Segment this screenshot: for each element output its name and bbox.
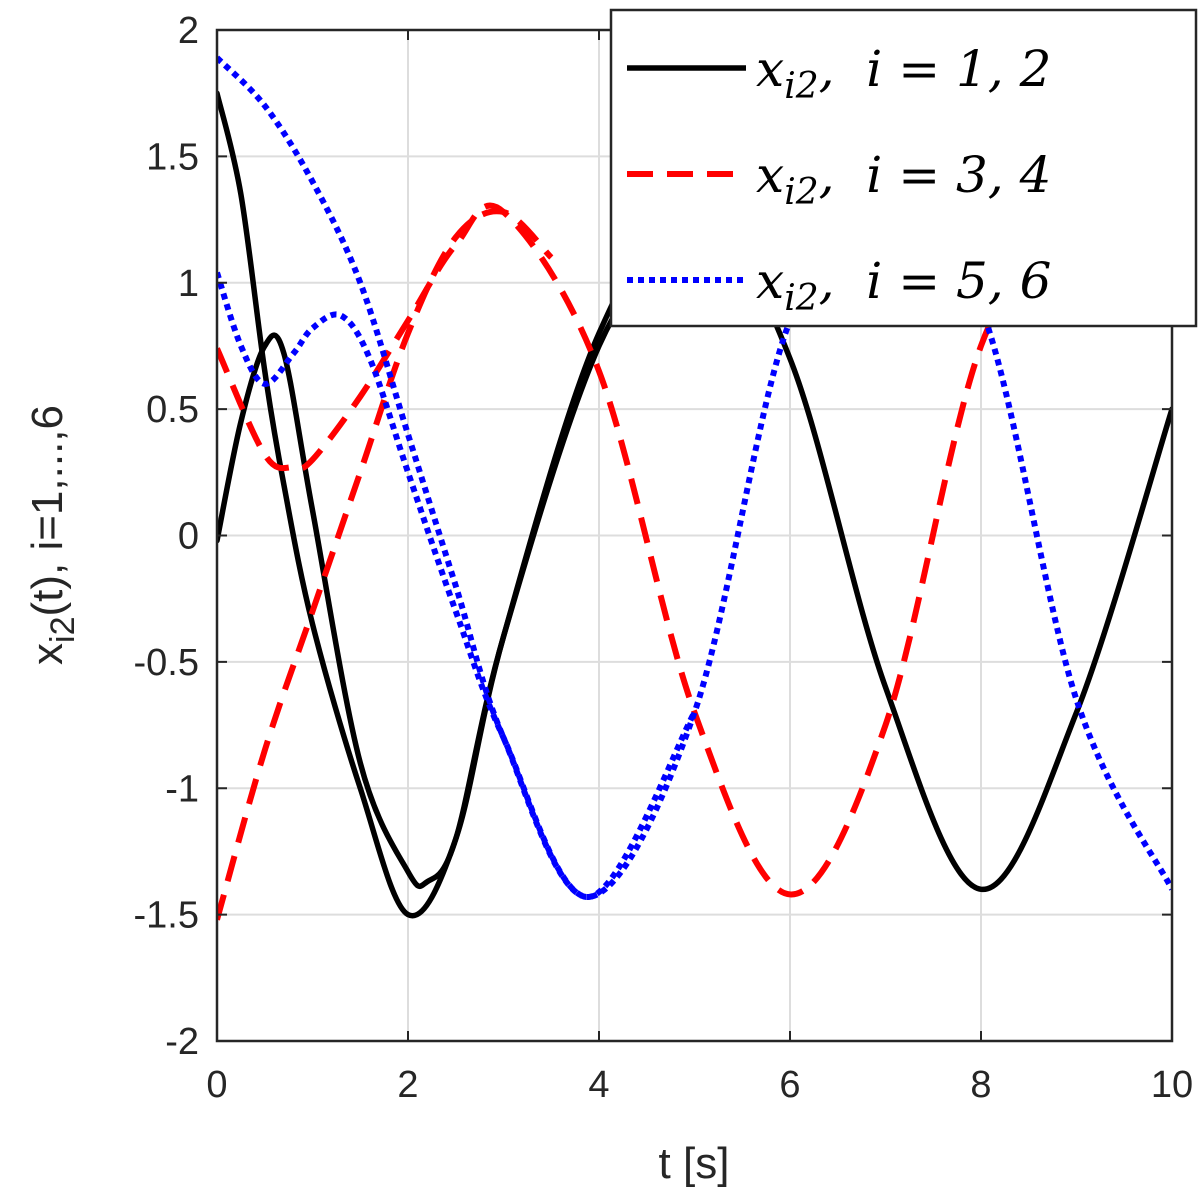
y-tick-label: 0 (178, 516, 199, 558)
legend-box (609, 8, 1198, 328)
y-axis-label-subscript: i2 (44, 617, 82, 643)
series-line-4 (217, 55, 1172, 900)
series-layer (217, 55, 1172, 921)
x-tick-label: 8 (970, 1064, 991, 1106)
legend: xi2, i = 1, 2 xi2, i = 3, 4 xi2, i = 5, 6 (609, 8, 1198, 328)
x-axis-label: t [s] (659, 1139, 730, 1188)
x-tick-label: 2 (397, 1064, 418, 1106)
y-axis-label: xi2(t), i=1,...,6 (23, 405, 82, 665)
y-tick-label: 0.5 (146, 389, 199, 431)
series-line-5 (217, 271, 698, 900)
y-tick-label: -0.5 (134, 642, 199, 684)
series-line-1 (217, 204, 698, 889)
y-axis-label-prefix: x (23, 643, 72, 665)
x-tick-label: 4 (588, 1064, 609, 1106)
legend-label-0: xi2, i = 1, 2 (756, 40, 1051, 107)
y-tick-label: -1 (165, 768, 199, 810)
x-tick-label: 0 (206, 1064, 227, 1106)
y-tick-label: 1 (178, 263, 199, 305)
y-axis-label-suffix: (t), i=1,...,6 (23, 405, 72, 617)
y-tick-label: -1.5 (134, 895, 199, 937)
y-tick-label: -2 (165, 1021, 199, 1063)
y-tick-label: 2 (178, 10, 199, 52)
x-tick-label: 10 (1151, 1064, 1193, 1106)
y-tick-label: 1.5 (146, 136, 199, 178)
series-line-3 (217, 208, 554, 921)
legend-label-2: xi2, i = 5, 6 (756, 252, 1051, 319)
x-tick-label: 6 (779, 1064, 800, 1106)
ticks: 0 2 4 6 8 10 -2 -1.5 -1 -0.5 0 0.5 1 1.5 2 (134, 10, 1194, 1106)
series-line-2 (217, 202, 1079, 898)
legend-label-1: xi2, i = 3, 4 (756, 146, 1051, 213)
